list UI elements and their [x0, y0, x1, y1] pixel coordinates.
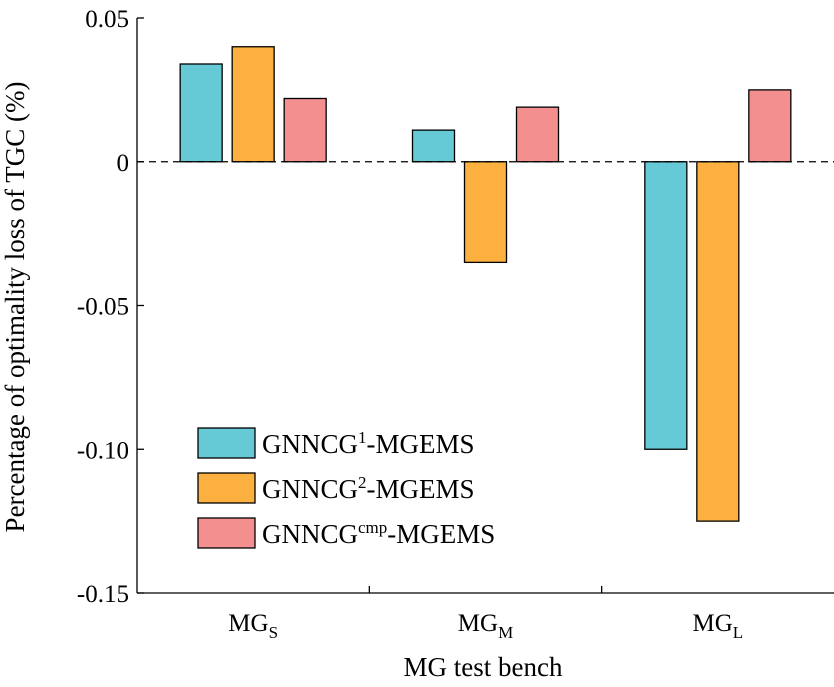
- legend-swatch-1: [197, 427, 256, 459]
- bar-2-series-3: [515, 106, 560, 163]
- legend-swatch-3: [197, 517, 256, 549]
- x-tick-label: MGL: [692, 610, 743, 642]
- legend-swatch-2: [197, 472, 256, 504]
- x-tick-label: MGM: [458, 610, 513, 642]
- bar-2-series-2: [463, 161, 508, 264]
- y-tick-label: -0.05: [77, 294, 129, 321]
- bar-3-series-2: [696, 161, 740, 522]
- y-tick-label: -0.15: [77, 581, 129, 608]
- legend-label-1: GNNCG1-MGEMS: [262, 428, 475, 459]
- legend-label-2: GNNCG2-MGEMS: [262, 473, 475, 504]
- y-tick-label: 0: [117, 150, 130, 177]
- x-ticks-group: MGS MGM MGL: [228, 586, 743, 642]
- bar-1-series-3: [283, 97, 327, 163]
- legend-label-3: GNNCGcmp-MGEMS: [262, 518, 495, 549]
- y-tick-label: -0.10: [77, 437, 129, 464]
- y-axis-label: Percentage of optimality loss of TGC (%): [0, 82, 30, 533]
- x-axis-label: MG test bench: [404, 652, 563, 682]
- x-tick-label: MGS: [228, 610, 278, 642]
- bar-1-series-1: [179, 63, 223, 163]
- bar-3-series-3: [748, 89, 792, 163]
- bar-1-series-2: [231, 46, 275, 163]
- legend: GNNCG1-MGEMS GNNCG2-MGEMS GNNCGcmp-MGEMS: [197, 427, 495, 549]
- bar-3-series-1: [644, 161, 688, 450]
- y-ticks-group: 0.05 0 -0.05 -0.10 -0.15: [77, 6, 144, 608]
- bars-group: [179, 46, 792, 522]
- bar-2-series-1: [411, 129, 456, 163]
- y-tick-label: 0.05: [85, 6, 129, 33]
